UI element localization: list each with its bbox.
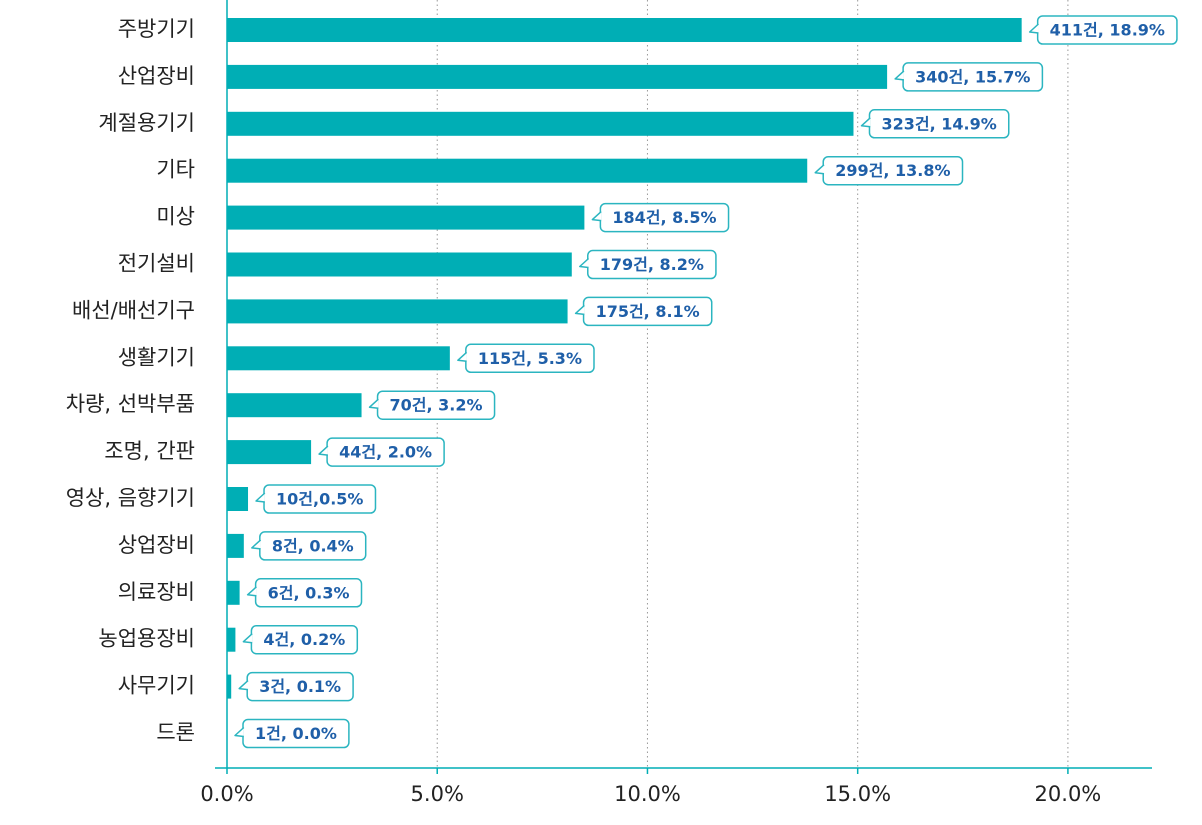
- bar: [227, 440, 312, 465]
- value-label: 3건, 0.1%: [259, 677, 341, 696]
- value-label-tail: [1028, 23, 1039, 34]
- category-label: 전기설비: [118, 252, 195, 276]
- value-label-tail: [579, 257, 590, 269]
- category-label: 생활기기: [118, 345, 195, 369]
- category-label: 드론: [156, 721, 195, 745]
- x-tick-label: 15.0%: [824, 782, 891, 806]
- value-label-tail: [255, 492, 266, 503]
- value-label: 44건, 2.0%: [339, 443, 432, 462]
- value-label: 8건, 0.4%: [272, 536, 354, 555]
- x-tick-label: 20.0%: [1035, 782, 1102, 806]
- bar: [227, 111, 854, 136]
- value-label-tail: [318, 445, 329, 456]
- bar: [227, 393, 362, 418]
- value-label-tail: [457, 351, 468, 363]
- value-label: 10건,0.5%: [276, 490, 363, 509]
- value-label: 340건, 15.7%: [915, 67, 1030, 86]
- category-label: 상업장비: [118, 533, 195, 557]
- value-label: 323건, 14.9%: [881, 114, 996, 133]
- value-label-tail: [574, 304, 585, 316]
- category-label: 주방기기: [118, 17, 195, 41]
- category-label: 조명, 간판: [104, 439, 195, 463]
- category-label: 의료장비: [118, 580, 195, 604]
- category-label: 계절용기기: [98, 111, 195, 135]
- value-label: 411건, 18.9%: [1050, 21, 1165, 40]
- category-label: 산업장비: [118, 64, 195, 88]
- value-label: 184건, 8.5%: [612, 208, 716, 227]
- category-label: 사무기기: [118, 674, 195, 698]
- value-label-tail: [894, 70, 905, 81]
- value-label: 299건, 13.8%: [835, 161, 950, 180]
- bar: [227, 205, 585, 230]
- bar: [227, 580, 240, 605]
- category-label: 영상, 음향기기: [66, 486, 195, 510]
- bar: [227, 252, 572, 277]
- value-label: 179건, 8.2%: [600, 255, 704, 274]
- bar: [227, 64, 888, 89]
- value-label-tail: [814, 164, 825, 175]
- value-label-tail: [242, 633, 253, 644]
- value-label-tail: [246, 586, 257, 597]
- x-tick-label: 5.0%: [411, 782, 464, 806]
- category-label: 차량, 선박부품: [66, 392, 195, 416]
- value-label-tail: [238, 680, 249, 691]
- bar: [227, 18, 1022, 42]
- value-label: 4건, 0.2%: [263, 630, 345, 649]
- value-label: 6건, 0.3%: [268, 583, 350, 602]
- bar: [227, 487, 249, 511]
- bar: [227, 299, 568, 324]
- value-label: 70건, 3.2%: [390, 396, 483, 415]
- category-label: 농업용장비: [98, 627, 195, 651]
- bar: [227, 158, 808, 183]
- value-label: 1건, 0.0%: [255, 724, 337, 743]
- value-label-tail: [591, 211, 602, 222]
- value-label: 115건, 5.3%: [478, 349, 582, 368]
- category-label: 기타: [156, 158, 195, 182]
- bar: [227, 674, 232, 699]
- value-label: 175건, 8.1%: [596, 302, 700, 321]
- value-label-tail: [234, 726, 245, 738]
- bar: [227, 533, 244, 558]
- value-label-tail: [860, 117, 871, 128]
- bar: [227, 627, 236, 652]
- category-label: 미상: [156, 205, 195, 229]
- x-tick-label: 10.0%: [614, 782, 681, 806]
- x-tick-label: 0.0%: [200, 782, 253, 806]
- bar: [227, 346, 450, 371]
- category-label: 배선/배선기구: [72, 298, 195, 322]
- value-label-tail: [368, 398, 379, 409]
- value-label-tail: [251, 539, 262, 550]
